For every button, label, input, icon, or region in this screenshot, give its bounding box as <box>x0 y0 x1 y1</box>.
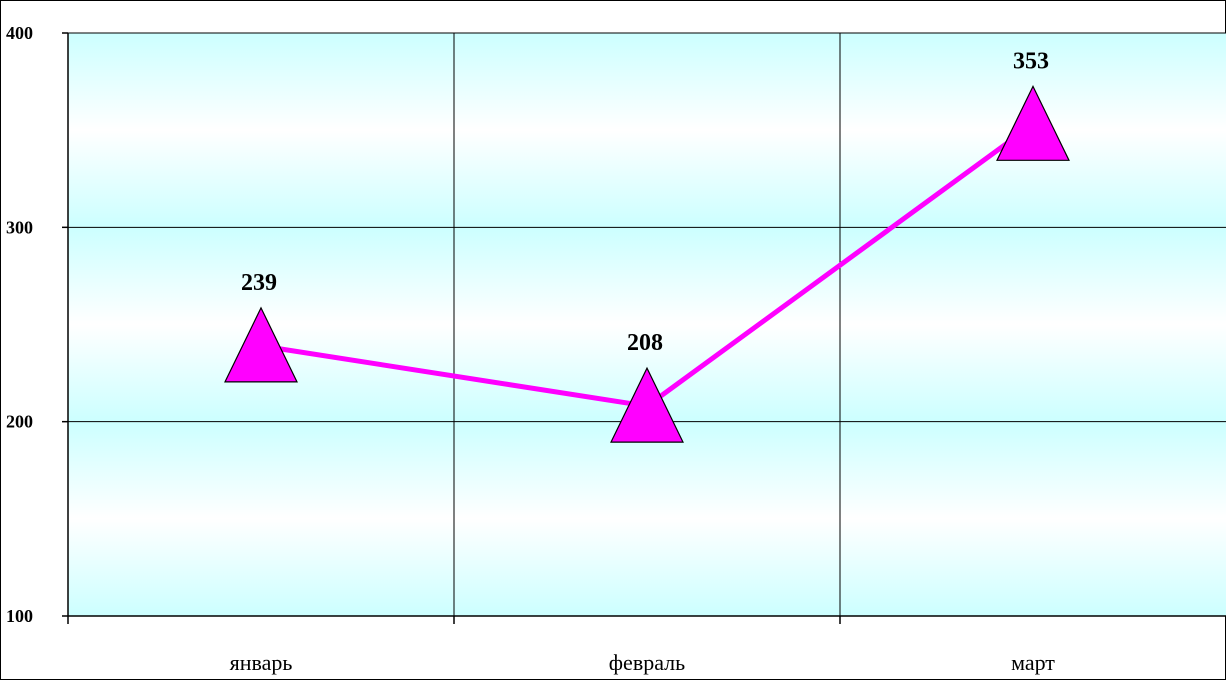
triangle-marker-январь <box>224 306 298 383</box>
y-tick-label: 100 <box>6 606 33 626</box>
y-tick-label: 200 <box>6 412 33 432</box>
axes <box>62 32 1226 624</box>
y-tick-label: 300 <box>6 217 33 237</box>
y-tick-label: 400 <box>6 23 33 43</box>
triangle-marker-март <box>996 84 1070 161</box>
plot-area <box>68 33 1226 616</box>
x-category-label: март <box>1011 650 1055 675</box>
data-label: 208 <box>627 330 663 356</box>
x-category-label: февраль <box>609 650 685 675</box>
triangle-marker-февраль <box>610 366 684 443</box>
x-category-labels: январь февраль март <box>230 650 1056 675</box>
data-label: 353 <box>1013 48 1049 74</box>
x-category-label: январь <box>230 650 293 675</box>
plot-band <box>68 421 1226 616</box>
y-tick-labels: 100 200 300 400 <box>6 23 33 626</box>
data-label: 239 <box>241 270 277 296</box>
series-markers <box>224 84 1070 443</box>
data-labels: 239 208 353 <box>241 48 1049 356</box>
